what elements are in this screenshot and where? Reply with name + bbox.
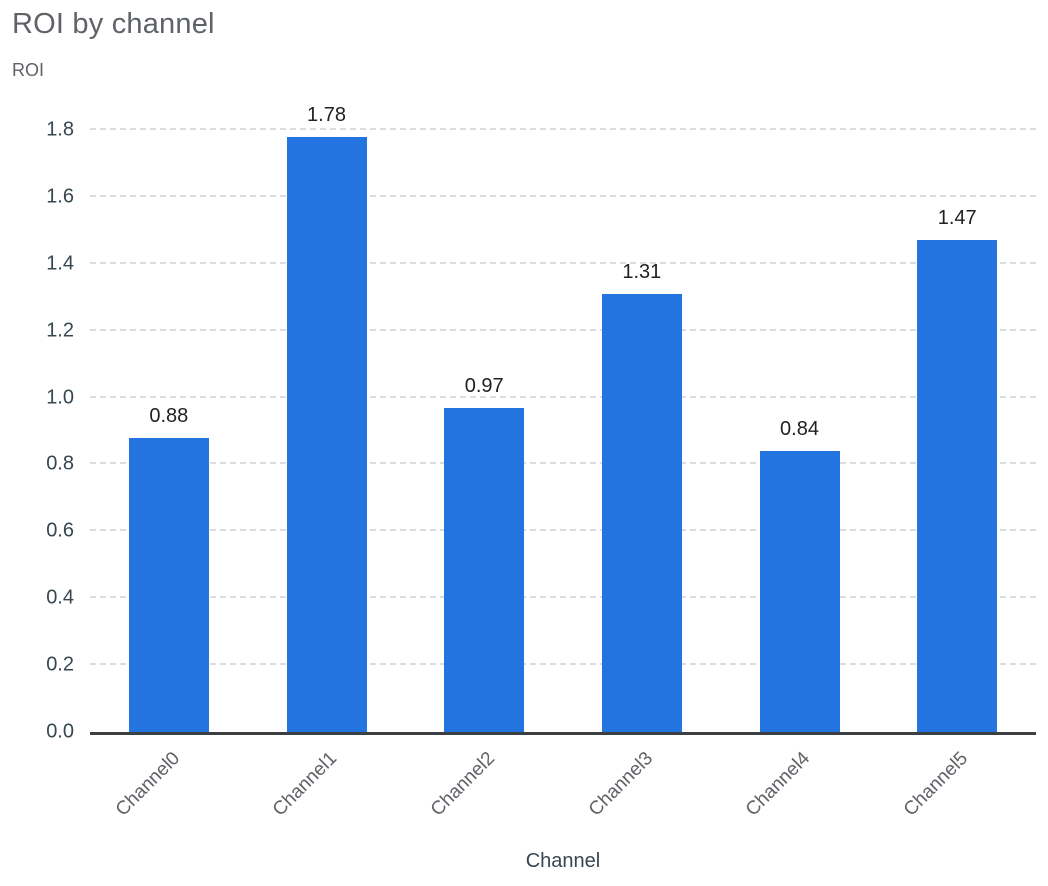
- x-tick-slot: Channel4: [721, 736, 879, 840]
- gridline: [90, 529, 1036, 532]
- gridline: [90, 128, 1036, 130]
- y-tick-label: 0.4: [46, 586, 74, 609]
- gridline: [90, 596, 1036, 599]
- bar: [601, 293, 682, 732]
- y-axis: 0.0 0.2 0.4 0.6 0.8 1.0 1.2 1.4 1.6 1.8: [0, 119, 82, 743]
- bar: [917, 240, 998, 732]
- gridline: [90, 261, 1036, 264]
- bar-slot: 0.88: [90, 130, 248, 732]
- gridline: [90, 328, 1036, 331]
- x-tick-label: Channel5: [899, 748, 973, 821]
- grid-layer: [90, 128, 1036, 732]
- bar-slot: 1.47: [878, 130, 1036, 732]
- bar: [444, 407, 525, 732]
- x-tick-label: Channel4: [742, 748, 815, 821]
- x-tick-slot: Channel5: [878, 736, 1036, 840]
- chart-title: ROI by channel: [12, 8, 215, 40]
- bar-value-label: 1.31: [622, 260, 662, 283]
- y-tick-label: 1.4: [46, 252, 74, 275]
- y-tick-label: 1.0: [46, 386, 74, 409]
- gridline: [90, 663, 1036, 666]
- bar-value-label: 1.47: [937, 207, 977, 230]
- bar-slot: 1.78: [248, 104, 406, 732]
- x-axis-title: Channel: [525, 850, 601, 872]
- x-tick-slot: Channel1: [248, 736, 406, 840]
- bar-value-label: 0.84: [780, 418, 819, 441]
- x-tick-label: Channel2: [426, 748, 500, 821]
- y-tick-label: 1.2: [46, 319, 74, 342]
- x-tick-slot: Channel0: [90, 736, 248, 840]
- plot-area: 0.88 1.78 0.97 1.31 0.84 1.47: [90, 104, 1036, 735]
- y-tick-label: 0.2: [46, 653, 74, 676]
- x-tick-slot: Channel3: [563, 736, 721, 840]
- y-tick-label: 0.6: [46, 519, 74, 542]
- x-tick-label: Channel3: [584, 748, 657, 821]
- y-axis-title: ROI: [12, 60, 45, 80]
- bar-value-label: 1.78: [307, 103, 346, 126]
- x-axis: Channel0 Channel1 Channel2 Channel3 Channel4…: [90, 736, 1036, 840]
- gridline: [90, 395, 1036, 398]
- bar-value-label: 0.88: [149, 404, 189, 427]
- y-tick-label: 1.6: [46, 185, 74, 208]
- y-tick-label: 1.8: [46, 118, 74, 141]
- gridline: [90, 194, 1036, 197]
- x-tick-label: Channel0: [111, 748, 184, 821]
- bar: [759, 451, 840, 732]
- bar-slot: 0.84: [721, 130, 879, 732]
- bar-slot: 0.97: [405, 130, 563, 732]
- y-tick-label: 0.0: [46, 720, 74, 743]
- bar: [128, 437, 209, 732]
- bar: [286, 136, 367, 732]
- bars-layer: 0.88 1.78 0.97 1.31 0.84 1.47: [90, 104, 1036, 732]
- gridline: [90, 462, 1036, 465]
- bar-value-label: 0.97: [464, 374, 504, 397]
- x-tick-slot: Channel2: [405, 736, 563, 840]
- y-tick-label: 0.8: [46, 452, 74, 475]
- bar-slot: 1.31: [563, 130, 721, 732]
- x-tick-label: Channel1: [268, 748, 342, 821]
